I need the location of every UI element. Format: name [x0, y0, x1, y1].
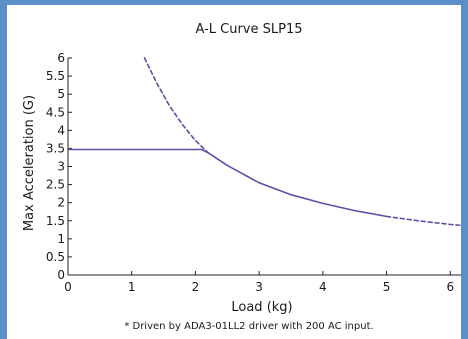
x-tick-label: 1 — [128, 280, 136, 294]
y-tick-label: 2 — [57, 196, 65, 210]
y-tick-label: 0 — [57, 268, 65, 282]
y-tick-label: 2.5 — [46, 178, 65, 192]
x-tick-label: 3 — [255, 280, 263, 294]
y-tick-label: 6 — [57, 51, 65, 65]
y-tick-label: 1.5 — [46, 214, 65, 228]
x-tick-label: 5 — [383, 280, 391, 294]
y-tick-label: 4.5 — [46, 105, 65, 119]
x-tick-label: 2 — [192, 280, 200, 294]
chart-svg: A-L Curve SLP15 0 0.5 1 1.5 2 2.5 3 3.5 4 4.5 5 5.5… — [22, 22, 461, 332]
plot-area: 0 0.5 1 1.5 2 2.5 3 3.5 4 4.5 5 5.5 6 0 1 2 3 4 5 6 — [46, 51, 461, 294]
series-line-2 — [143, 57, 209, 154]
series-line-3 — [385, 215, 461, 227]
y-tick-label: 5 — [57, 87, 65, 101]
y-tick-label: 0.5 — [46, 250, 65, 264]
y-tick-label: 3.5 — [46, 141, 65, 155]
x-tick-label: 6 — [446, 280, 454, 294]
series-line-1 — [67, 148, 388, 218]
x-tick-label: 0 — [64, 280, 72, 294]
y-axis-label: Max Acceleration (G) — [22, 95, 37, 231]
y-tick-label: 5.5 — [46, 69, 65, 83]
y-tick-label: 1 — [57, 232, 65, 246]
x-tick-label: 4 — [319, 280, 327, 294]
y-tick-label: 4 — [57, 123, 65, 137]
chart-title: A-L Curve SLP15 — [195, 22, 302, 37]
x-axis-label: Load (kg) — [231, 300, 292, 315]
footnote: * Driven by ADA3-01LL2 driver with 200 A… — [124, 321, 373, 332]
y-tick-label: 3 — [57, 160, 65, 174]
